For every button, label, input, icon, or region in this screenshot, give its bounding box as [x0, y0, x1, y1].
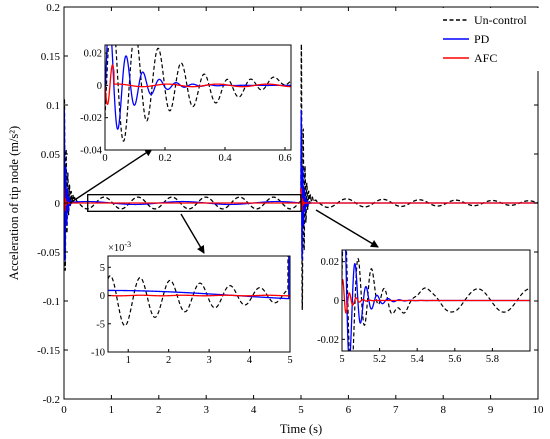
- inset-x-tick-label: 0: [102, 153, 107, 164]
- inset-series-uncontrol: [342, 250, 530, 351]
- inset-x-tick-label: 5: [287, 355, 292, 366]
- inset-x-tick-label: 5.8: [486, 354, 499, 365]
- zoom-region-box: [87, 194, 302, 212]
- inset-x-tick-label: 0.2: [158, 153, 171, 164]
- inset-y-tick-label: -0.04: [80, 146, 103, 157]
- inset-y-tick-label: -10: [91, 348, 105, 359]
- y-tick-label: -0.05: [37, 247, 60, 259]
- inset-series-pd: [108, 256, 290, 300]
- inset-x-tick-label: 5.6: [448, 354, 461, 365]
- x-tick-label: 2: [156, 404, 162, 416]
- inset-series-afc: [105, 64, 291, 106]
- inset-x-tick-label: 2: [166, 355, 171, 366]
- y-tick-label: -0.15: [37, 345, 60, 357]
- arrow-to-inset-end: [315, 209, 379, 248]
- inset-x-tick-label: 4: [247, 355, 253, 366]
- x-tick-label: 3: [203, 404, 209, 416]
- inset-x-tick-label: 5: [339, 354, 344, 365]
- x-tick-label: 1: [109, 404, 115, 416]
- inset-background: [105, 45, 291, 150]
- x-tick-label: 0: [61, 404, 67, 416]
- inset-series-afc: [108, 294, 290, 297]
- x-tick-label: 6: [346, 404, 352, 416]
- inset-x-tick-label: 0.4: [218, 153, 232, 164]
- x-tick-label: 4: [251, 404, 257, 416]
- inset-series-uncontrol: [105, 45, 291, 142]
- inset-y-tick-label: 0: [97, 81, 102, 92]
- y-tick-label: 0.05: [41, 149, 61, 161]
- inset-y-tick-label: -5: [96, 319, 105, 330]
- y-tick-label: 0.15: [41, 51, 61, 63]
- inset-frame: [104, 44, 292, 151]
- inset-y-tick-label: 0: [334, 296, 339, 307]
- inset-y-tick-label: -0.02: [80, 113, 102, 124]
- y-tick-label: 0.2: [46, 2, 60, 14]
- inset-series-uncontrol: [108, 256, 289, 327]
- x-tick-label: 9: [488, 404, 494, 416]
- inset-y-tick-label: -0.02: [317, 335, 339, 346]
- arrow-to-inset-start: [69, 148, 153, 204]
- inset-frame: [107, 255, 291, 353]
- x-tick-label: 10: [533, 404, 545, 416]
- y-tick-label: 0: [55, 198, 61, 210]
- inset-series-pd: [105, 45, 291, 130]
- inset-middle-multiplier-exp: -3: [124, 240, 131, 249]
- y-tick-label: -0.1: [43, 296, 60, 308]
- inset-series-afc: [342, 279, 530, 314]
- legend-label: PD: [474, 32, 490, 46]
- inset-x-tick-label: 0.6: [278, 153, 291, 164]
- legend-label: Un-control: [474, 13, 527, 27]
- inset-x-tick-label: 3: [206, 355, 211, 366]
- y-tick-label: 0.1: [46, 100, 60, 112]
- inset-y-tick-label: 5: [100, 263, 105, 274]
- inset-y-tick-label: 0: [100, 291, 105, 302]
- inset-x-tick-label: 5.4: [411, 354, 425, 365]
- x-tick-label: 8: [440, 404, 446, 416]
- y-tick-label: -0.2: [43, 394, 60, 406]
- x-axis-title: Time (s): [280, 422, 322, 436]
- x-tick-label: 7: [393, 404, 399, 416]
- x-tick-label: 5: [298, 404, 304, 416]
- inset-x-tick-label: 5.2: [373, 354, 386, 365]
- inset-y-tick-label: 0.02: [321, 257, 339, 268]
- inset-y-tick-label: 0.02: [84, 49, 102, 60]
- y-axis-title: Acceleration of tip node (m/s²): [7, 126, 21, 280]
- inset-x-tick-label: 1: [126, 355, 131, 366]
- arrow-to-inset-middle: [180, 213, 205, 254]
- inset-background: [108, 256, 290, 352]
- series-uncontrol-line: [64, 43, 538, 310]
- legend-label: AFC: [474, 51, 497, 65]
